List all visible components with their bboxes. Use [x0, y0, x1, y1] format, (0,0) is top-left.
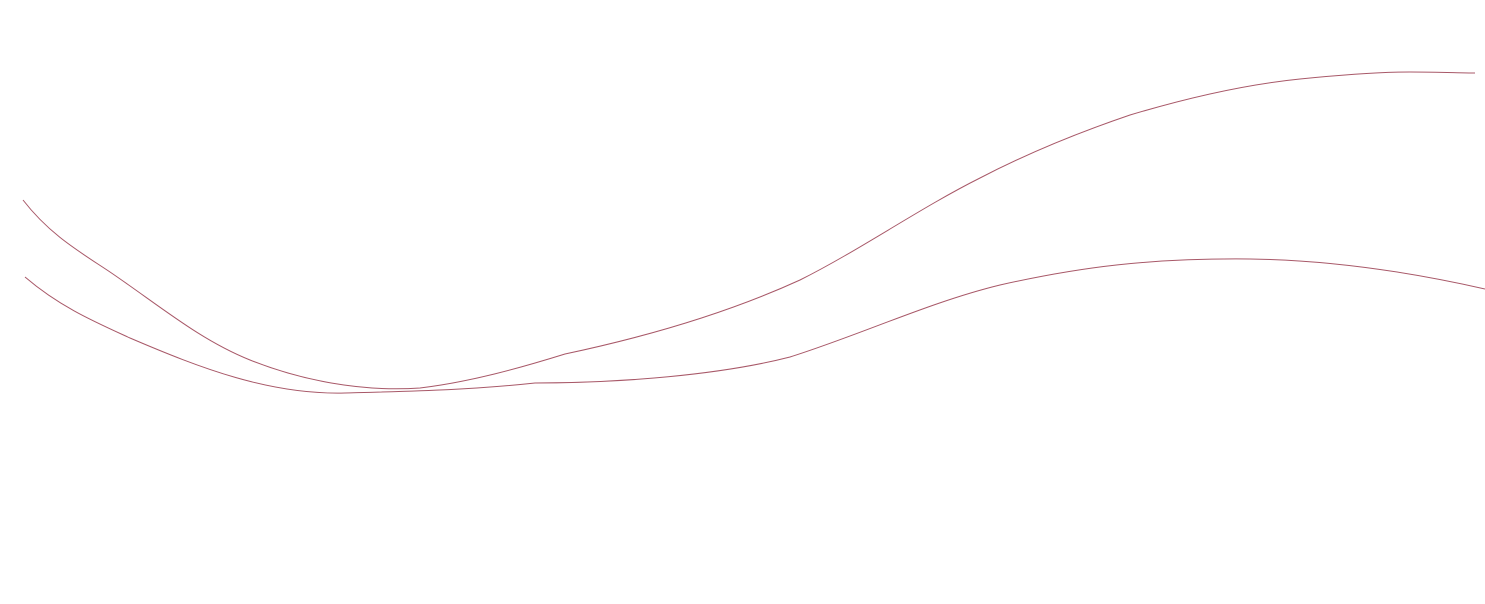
lower-wave-curve: [24, 258, 1485, 394]
upper-s-curve: [22, 71, 1476, 390]
